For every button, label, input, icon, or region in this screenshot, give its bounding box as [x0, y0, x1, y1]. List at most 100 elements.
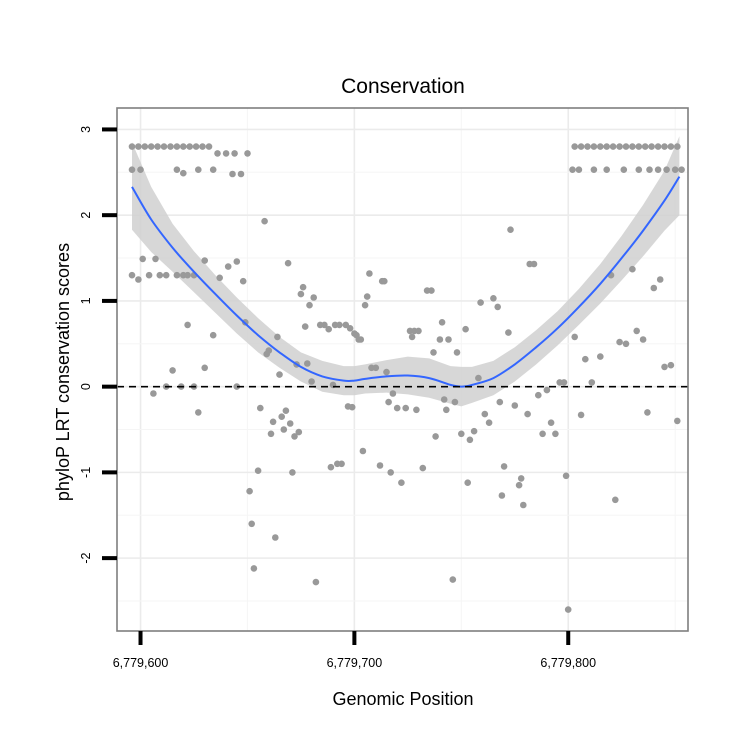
data-point [372, 364, 380, 372]
data-point [674, 417, 681, 425]
data-point [304, 360, 311, 367]
data-point [312, 578, 320, 586]
data-point [451, 398, 459, 406]
data-point [257, 404, 264, 412]
data-point [440, 396, 448, 403]
data-point [517, 475, 525, 482]
data-point [481, 410, 489, 418]
data-point [616, 338, 623, 346]
data-point [571, 143, 578, 150]
data-point [443, 406, 450, 414]
data-point [597, 143, 604, 150]
data-point [137, 166, 144, 173]
data-point [308, 378, 315, 385]
data-point [135, 276, 142, 283]
data-point [646, 166, 653, 173]
data-point [678, 166, 685, 173]
data-point [244, 150, 251, 157]
confidence-band-layer [132, 136, 680, 407]
data-point [385, 398, 392, 406]
data-point [571, 333, 578, 341]
data-point [629, 265, 636, 273]
data-point [612, 496, 619, 504]
data-point [639, 336, 647, 343]
data-point [336, 321, 343, 329]
data-point [590, 143, 598, 150]
data-point [547, 419, 555, 427]
data-point [184, 271, 191, 279]
data-point [629, 143, 636, 150]
data-point [575, 166, 583, 173]
data-point [147, 143, 155, 150]
data-point [490, 295, 497, 302]
data-point [661, 363, 668, 371]
data-point [475, 374, 482, 382]
data-point [428, 287, 435, 294]
data-point [494, 303, 502, 311]
data-point [357, 336, 365, 343]
data-point [274, 333, 281, 341]
data-point [635, 143, 643, 150]
data-point [511, 402, 519, 409]
data-point [648, 143, 655, 150]
grid-lines [117, 108, 688, 631]
data-point [199, 143, 206, 150]
data-point [564, 606, 572, 613]
fit-line-layer [131, 176, 681, 388]
data-point [436, 336, 444, 343]
data-point [284, 259, 292, 267]
data-point [620, 166, 628, 173]
data-point [622, 143, 630, 150]
data-point [282, 407, 290, 415]
data-point [261, 217, 268, 225]
data-point [162, 271, 170, 279]
data-point [209, 166, 217, 173]
data-point [590, 166, 598, 173]
data-point [173, 143, 181, 150]
data-point [661, 143, 668, 150]
data-point [348, 403, 356, 411]
data-point [310, 294, 318, 301]
data-point [500, 463, 508, 470]
data-point [180, 143, 187, 150]
data-point [415, 327, 422, 335]
y-tick-label: -1 [79, 467, 93, 478]
data-point [246, 487, 253, 495]
data-point [233, 383, 241, 390]
data-point [286, 420, 294, 427]
data-point [560, 379, 568, 386]
data-point [250, 565, 258, 572]
data-point [201, 257, 208, 264]
data-point [477, 299, 484, 306]
data-point [359, 447, 367, 455]
data-point [267, 430, 275, 438]
data-point [505, 329, 512, 336]
data-point [248, 520, 255, 528]
data-point [498, 492, 506, 499]
loess-fit-line [131, 176, 681, 388]
x-tick-label: 6,779,600 [113, 656, 169, 670]
data-point [139, 255, 146, 263]
data-point [539, 430, 546, 438]
data-point [584, 143, 591, 150]
data-point [387, 469, 395, 476]
data-point [327, 463, 335, 471]
y-tick-label: 1 [79, 297, 93, 304]
data-point [656, 276, 664, 283]
points-layer [128, 143, 685, 613]
data-point [195, 409, 202, 416]
data-point [363, 293, 371, 300]
data-point [582, 355, 589, 363]
data-point [562, 472, 570, 480]
data-point [361, 301, 369, 309]
y-tick-label: 0 [79, 383, 93, 390]
data-point [635, 166, 643, 173]
data-point [408, 333, 416, 341]
data-point [173, 271, 181, 279]
data-point [301, 323, 309, 330]
data-point [291, 433, 298, 440]
data-point [462, 325, 469, 333]
data-point [145, 271, 153, 279]
data-point [295, 428, 303, 436]
